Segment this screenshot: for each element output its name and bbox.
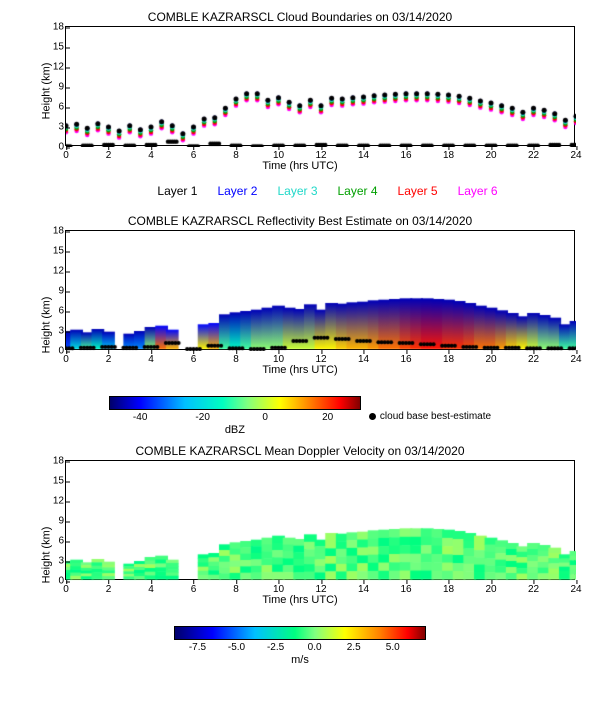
layer-legend-item: Layer 2 [217, 184, 257, 198]
panel-cloud-boundaries: COMBLE KAZRARSCL Cloud Boundaries on 03/… [10, 10, 590, 172]
panel-doppler: COMBLE KAZRARSCL Mean Doppler Velocity o… [10, 444, 590, 666]
cloud-base-legend-text: cloud base best-estimate [380, 411, 491, 422]
cloud-base-dot-icon [369, 413, 376, 420]
reflectivity-colorbar-label: dBZ [109, 424, 361, 436]
panel1-xlabel: Time (hrs UTC) [10, 160, 590, 172]
panel3-title: COMBLE KAZRARSCL Mean Doppler Velocity o… [10, 444, 590, 458]
panel1-canvas [66, 27, 576, 147]
panel2-colorbar-wrap: -40-20020 dBZ cloud base best-estimate [10, 396, 590, 436]
doppler-colorbar-label: m/s [174, 654, 426, 666]
cloud-base-legend: cloud base best-estimate [369, 411, 491, 422]
layer-legend-item: Layer 1 [157, 184, 197, 198]
panel-reflectivity: COMBLE KAZRARSCL Reflectivity Best Estim… [10, 214, 590, 436]
layer-legend-item: Layer 3 [277, 184, 317, 198]
panel3-canvas [66, 461, 576, 581]
panel3-colorbar-wrap: -7.5-5.0-2.50.02.55.0 m/s [10, 626, 590, 666]
panel3-axes: 0369121518024681012141618202224 [65, 460, 575, 580]
doppler-colorbar-ticks: -7.5-5.0-2.50.02.55.0 [174, 640, 424, 654]
panel2-xlabel: Time (hrs UTC) [10, 364, 590, 376]
panel1-axes: 0369121518024681012141618202224 [65, 26, 575, 146]
panel2-axes: 0369121518024681012141618202224 [65, 230, 575, 350]
layer-legend-item: Layer 4 [338, 184, 378, 198]
reflectivity-colorbar [109, 396, 361, 410]
panel1-title: COMBLE KAZRARSCL Cloud Boundaries on 03/… [10, 10, 590, 24]
layer-legend-item: Layer 6 [458, 184, 498, 198]
reflectivity-colorbar-ticks: -40-20020 [109, 410, 359, 424]
panel2-title: COMBLE KAZRARSCL Reflectivity Best Estim… [10, 214, 590, 228]
layer-legend: Layer 1 Layer 2 Layer 3 Layer 4 Layer 5 Layer… [65, 184, 590, 198]
doppler-colorbar [174, 626, 426, 640]
panel3-xlabel: Time (hrs UTC) [10, 594, 590, 606]
layer-legend-item: Layer 5 [398, 184, 438, 198]
panel2-canvas [66, 231, 576, 351]
